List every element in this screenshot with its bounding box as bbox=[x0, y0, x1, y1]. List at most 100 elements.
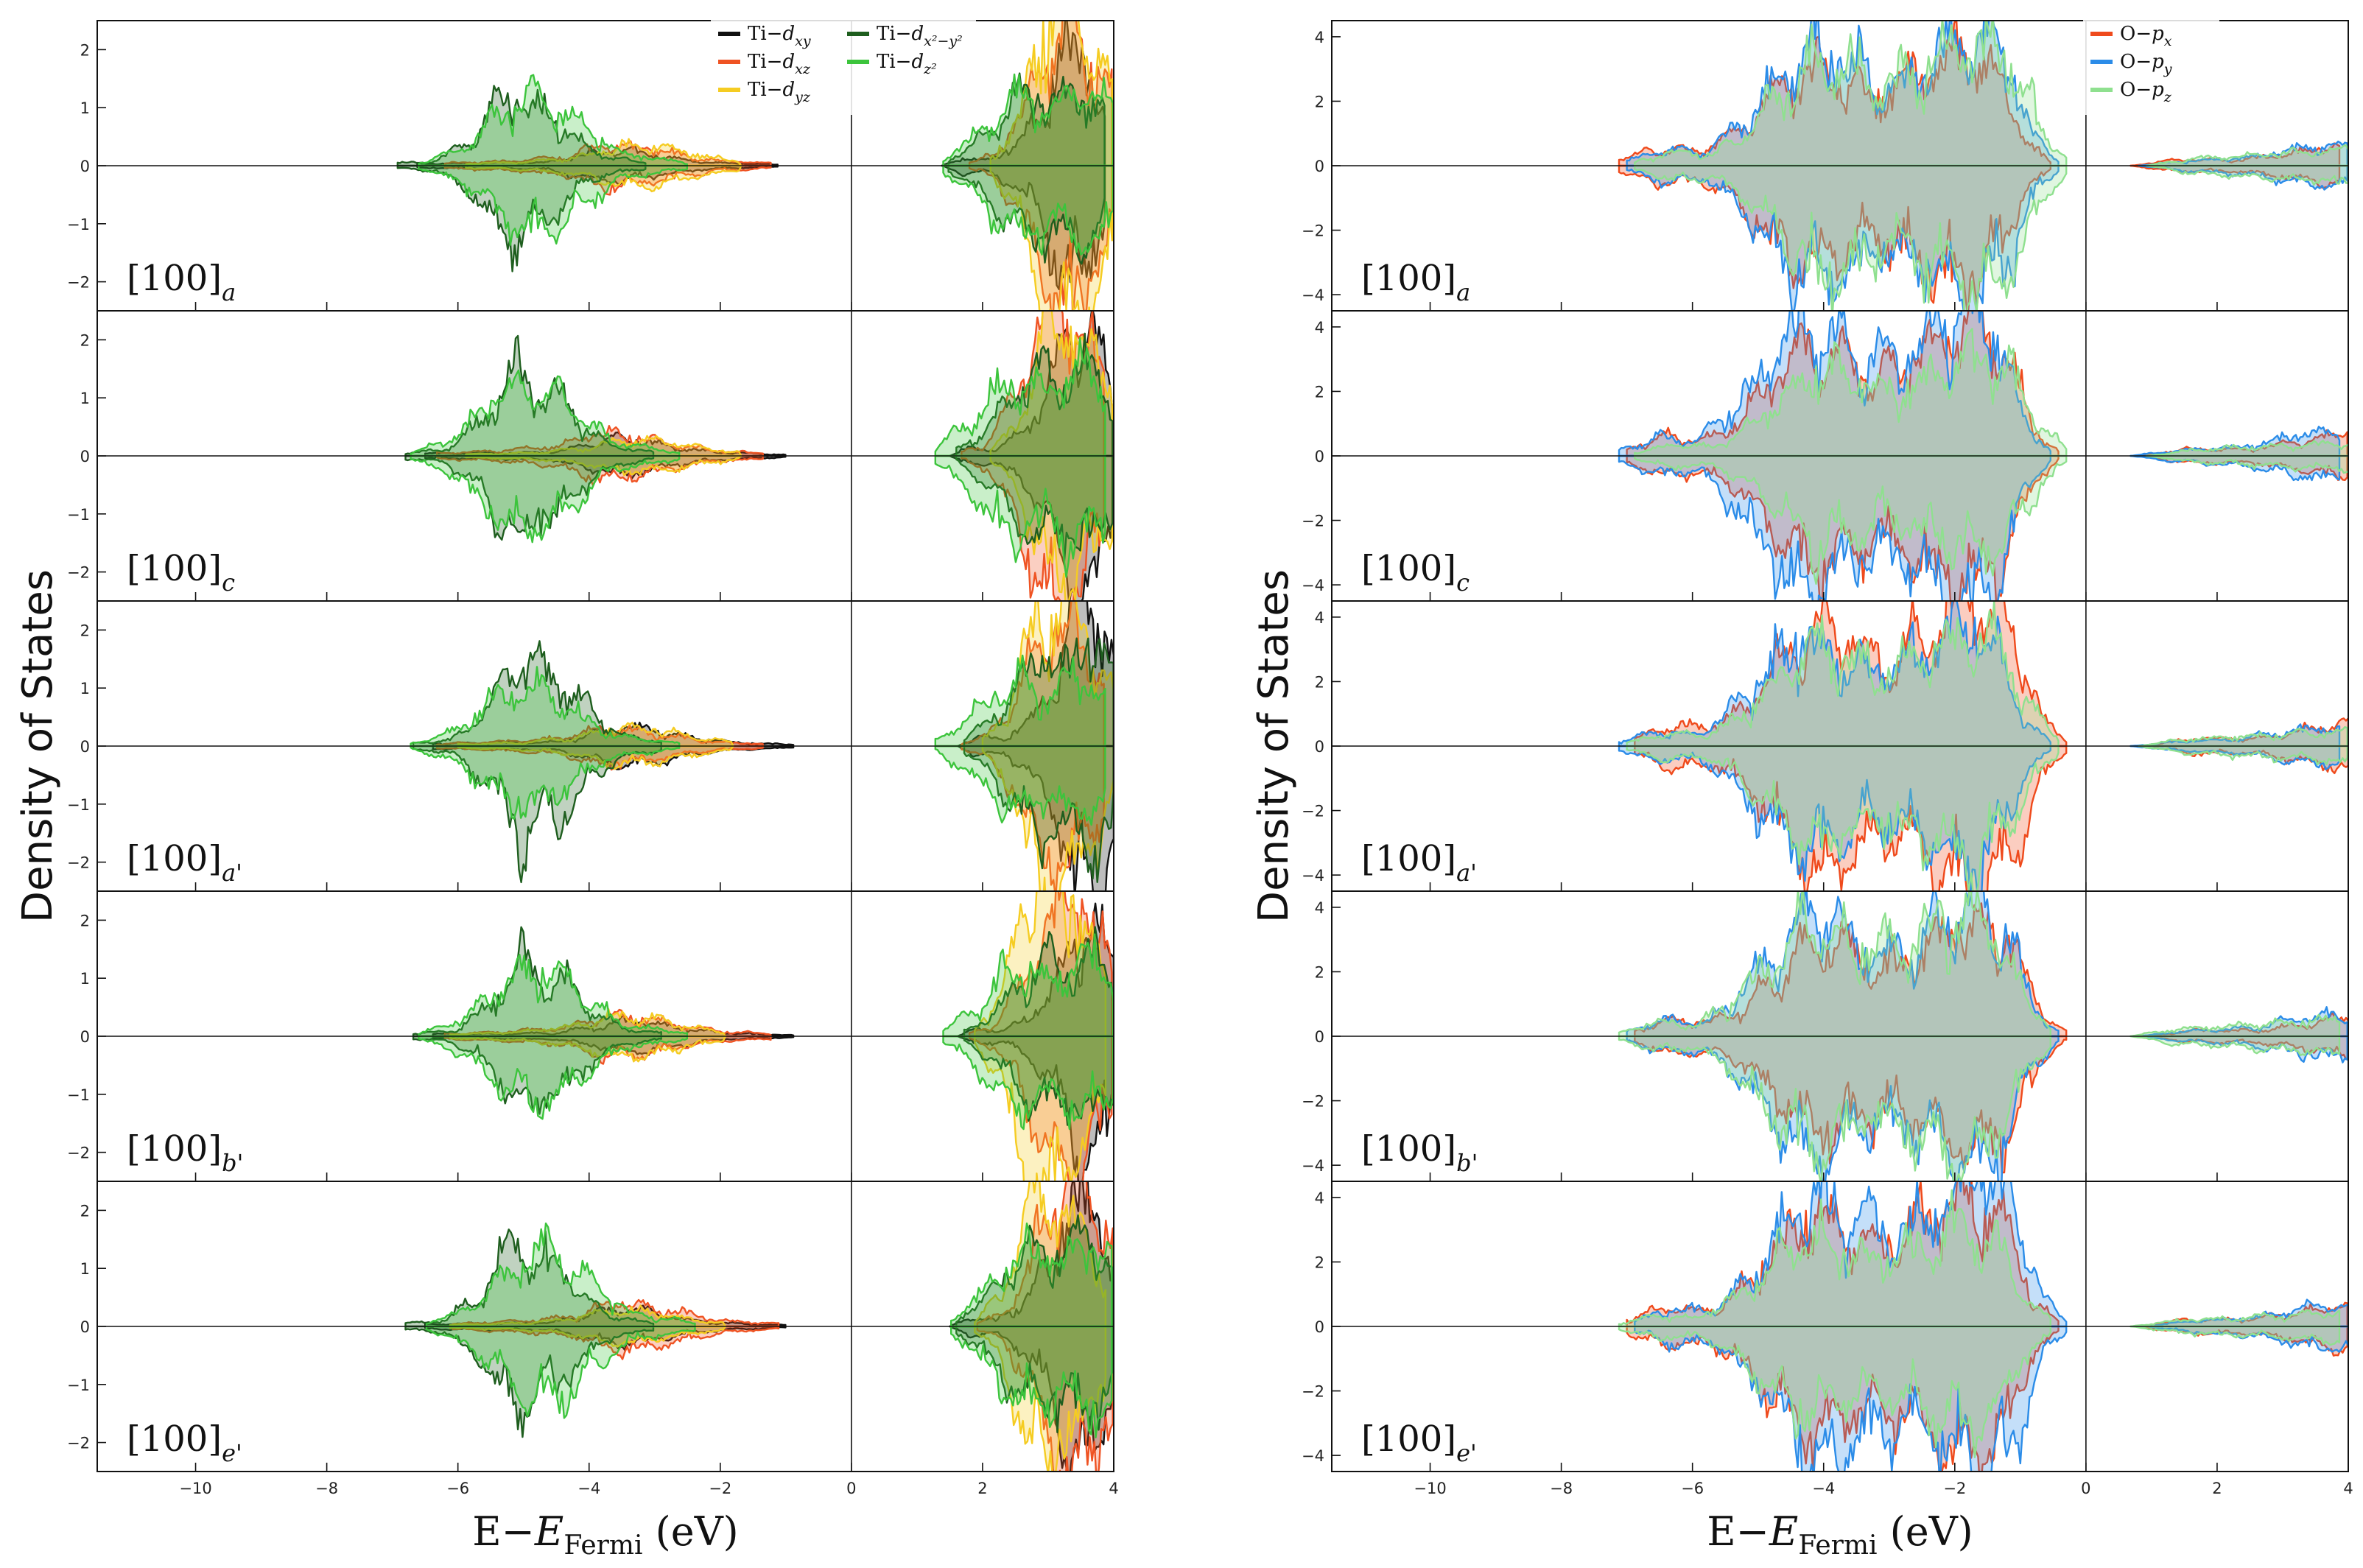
x-tick-label: 4 bbox=[1109, 1480, 1118, 1497]
series-ti-dz-conduction-down bbox=[950, 1325, 1113, 1438]
legend-label: Ti−dxz bbox=[748, 51, 811, 77]
series-o-py-valence-down bbox=[1626, 164, 2060, 311]
panel-plot-area bbox=[396, 21, 1114, 311]
series-o-pz-valence-up bbox=[1626, 601, 2060, 748]
series-ti-dz-valence-up bbox=[418, 74, 688, 167]
y-tick-label: 4 bbox=[1315, 1189, 1324, 1207]
y-axis-label: Density of States bbox=[14, 569, 62, 923]
series-ti-dyz-valence-up bbox=[465, 435, 742, 457]
x-tick-label: −2 bbox=[709, 1480, 731, 1497]
x-tick-label: −2 bbox=[1943, 1480, 1966, 1497]
panel-100-a: −4 −2 0 2 4 [100]a' bbox=[1302, 600, 2349, 892]
series-ti-dxy-conduction-down bbox=[949, 454, 1114, 601]
x-tick-label: −6 bbox=[1681, 1480, 1704, 1497]
y-tick-label: 4 bbox=[1315, 319, 1324, 337]
y-tick-label: 2 bbox=[1315, 1254, 1324, 1271]
series-ti-dz-valence-up bbox=[410, 666, 681, 748]
x-tick-label: −10 bbox=[1414, 1480, 1446, 1497]
series-ti-dx-y-valence-down bbox=[404, 1325, 655, 1438]
series-ti-dz-conduction-down bbox=[942, 164, 1114, 256]
legend-item-ti-dxz: Ti−dxz bbox=[718, 51, 811, 77]
panel-label: [100]a' bbox=[127, 838, 242, 887]
series-ti-dyz-valence-up bbox=[449, 1008, 727, 1038]
x-tick-label: −4 bbox=[577, 1480, 600, 1497]
y-tick-label: −2 bbox=[67, 564, 90, 582]
series-o-py-valence-up bbox=[1626, 891, 2060, 1038]
series-ti-dz-valence-down bbox=[410, 454, 681, 544]
series-ti-dx-y-conduction-up bbox=[955, 1214, 1114, 1328]
y-tick-label: 1 bbox=[80, 680, 90, 697]
series-ti-dxz-conduction-down bbox=[976, 1325, 1114, 1472]
y-tick-label: 0 bbox=[80, 1028, 90, 1046]
y-tick-label: 2 bbox=[80, 1202, 90, 1220]
y-tick-label: −2 bbox=[1302, 1383, 1324, 1401]
panel-100-a: −2 −1 0 1 2 [100]a' bbox=[67, 600, 1114, 892]
series-o-pz-conduction-up bbox=[2137, 725, 2348, 748]
legend-item-o-pz: O−pz bbox=[2090, 79, 2172, 105]
series-ti-dz-conduction-down bbox=[934, 454, 1106, 578]
y-tick-label: 2 bbox=[80, 331, 90, 349]
panel-plot-area bbox=[1618, 891, 2348, 1181]
panel-label: [100]a' bbox=[1361, 838, 1477, 887]
panel-label: [100]b' bbox=[1361, 1128, 1478, 1177]
series-o-py-conduction-down bbox=[2145, 1325, 2348, 1353]
y-tick-label: −2 bbox=[67, 1145, 90, 1162]
panel-label: [100]a bbox=[1361, 258, 1470, 306]
y-axis-label: Density of States bbox=[1250, 569, 1298, 923]
series-ti-dx-y-conduction-down bbox=[955, 1325, 1114, 1433]
series-o-pz-valence-down bbox=[1634, 454, 2068, 585]
y-tick-label: 0 bbox=[1315, 1028, 1324, 1046]
series-ti-dxz-conduction-down bbox=[968, 1035, 1113, 1181]
ti-d-dos-chart: −2−1012[100]a−2−1012[100]c−2−1012[100]a'… bbox=[14, 18, 1119, 1561]
x-tick-label: −10 bbox=[179, 1480, 211, 1497]
y-tick-label: 2 bbox=[80, 912, 90, 929]
legend-item-o-py: O−py bbox=[2090, 51, 2172, 77]
y-tick-label: −2 bbox=[1302, 1093, 1324, 1111]
series-o-pz-conduction-down bbox=[2129, 1325, 2341, 1346]
panel-100-c: −4 −2 0 2 4 [100]c bbox=[1302, 310, 2349, 602]
series-ti-dxz-valence-down bbox=[443, 164, 772, 196]
series-ti-dx-y-conduction-up bbox=[963, 926, 1114, 1038]
series-ti-dyz-conduction-down bbox=[974, 1035, 1107, 1181]
y-tick-label: 0 bbox=[1315, 1318, 1324, 1336]
series-ti-dyz-conduction-down bbox=[989, 164, 1113, 311]
series-ti-dyz-conduction-up bbox=[989, 21, 1113, 167]
series-ti-dxy-valence-up bbox=[424, 431, 787, 457]
y-tick-label: 2 bbox=[1315, 963, 1324, 981]
series-o-py-valence-down bbox=[1634, 1325, 2068, 1472]
x-tick-label: −4 bbox=[1812, 1480, 1835, 1497]
x-axis-label: E−EFermi (eV) bbox=[1707, 1508, 1973, 1561]
y-tick-label: −1 bbox=[67, 796, 90, 814]
panel-label: [100]c bbox=[1361, 548, 1470, 597]
y-tick-label: −4 bbox=[1302, 1447, 1324, 1465]
panel-label: [100]e' bbox=[1361, 1418, 1477, 1467]
series-ti-dyz-valence-up bbox=[457, 721, 734, 748]
panel-label: [100]a bbox=[127, 258, 236, 306]
series-ti-dxz-valence-up bbox=[436, 724, 764, 748]
series-o-pz-conduction-down bbox=[2129, 1035, 2341, 1056]
series-ti-dx-y-conduction-down bbox=[963, 745, 1114, 883]
series-ti-dx-y-conduction-up bbox=[963, 637, 1114, 748]
series-ti-dz-valence-down bbox=[418, 1035, 688, 1120]
legend-item-ti-dx-y: Ti−dx²−y² bbox=[847, 23, 963, 49]
series-o-pz-valence-up bbox=[1634, 21, 2068, 167]
panel-100-a: −2 −1 0 1 2 [100]a bbox=[67, 20, 1114, 312]
panel-100-e: −2 −1 0 1 2 [100]e' bbox=[67, 1181, 1114, 1472]
panel-plot-area bbox=[412, 891, 1114, 1181]
x-tick-label: 2 bbox=[977, 1480, 987, 1497]
x-tick-label: 4 bbox=[2343, 1480, 2353, 1497]
series-ti-dx-y-conduction-down bbox=[963, 1035, 1114, 1126]
series-ti-dz-valence-up bbox=[410, 369, 681, 457]
panel-plot-area bbox=[1618, 601, 2348, 891]
series-o-py-valence-down bbox=[1618, 454, 2051, 601]
y-tick-label: 4 bbox=[1315, 609, 1324, 627]
legend-item-ti-dxy: Ti−dxy bbox=[718, 23, 811, 49]
series-o-pz-conduction-up bbox=[2129, 1309, 2341, 1328]
series-ti-dx-y-valence-down bbox=[396, 164, 647, 273]
panel-100-e: −4 −2 0 2 4 [100]e' bbox=[1302, 1181, 2349, 1472]
y-tick-label: 1 bbox=[80, 99, 90, 117]
series-o-pz-valence-down bbox=[1618, 1325, 2051, 1458]
series-o-py-valence-down bbox=[1626, 1035, 2060, 1181]
series-ti-dz-valence-down bbox=[418, 164, 688, 246]
